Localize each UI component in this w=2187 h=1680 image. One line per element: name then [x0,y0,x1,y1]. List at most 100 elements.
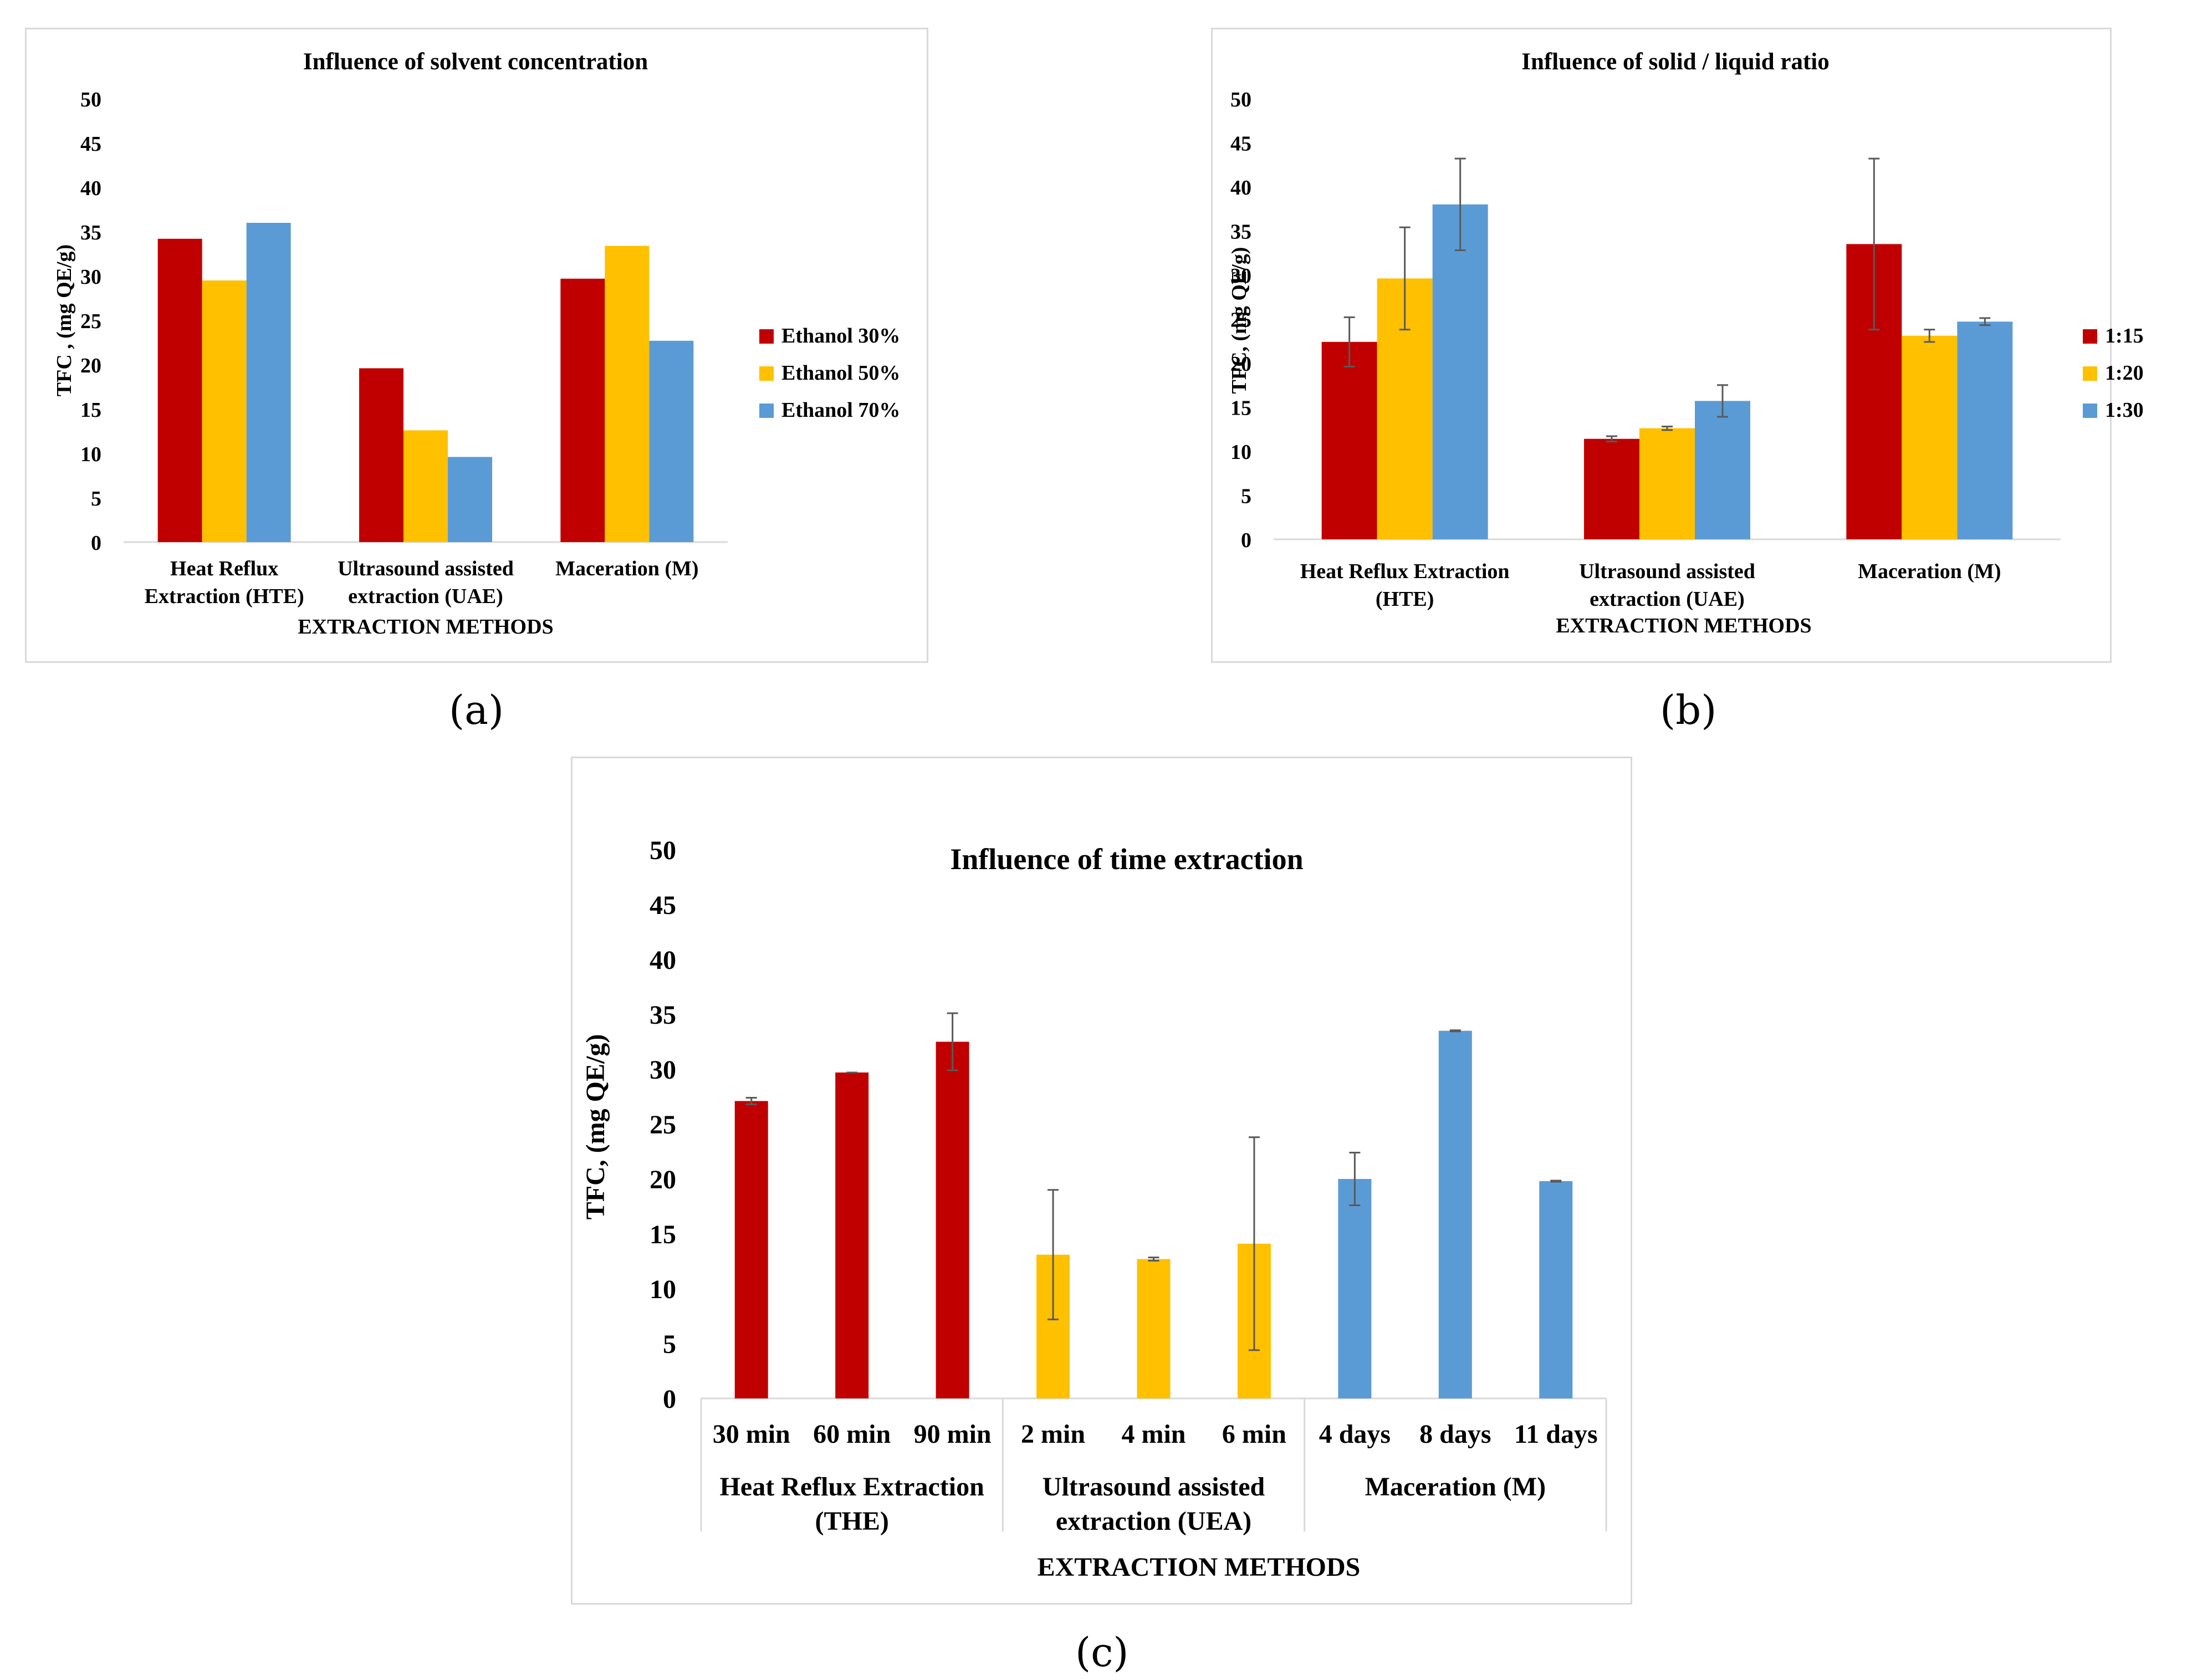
y-tick-label: 50 [650,836,676,865]
x-tick-label: 4 days [1319,1419,1391,1449]
legend-swatch [2083,329,2097,344]
y-tick-label: 10 [650,1275,676,1304]
x-tick-label: 11 days [1514,1419,1598,1449]
x-category-label: Maceration (M) [1858,560,2001,583]
y-tick-label: 10 [1230,441,1251,464]
bar-Ethanol 30% [157,238,202,542]
bar-1:20 [1639,428,1695,539]
x-axis-label: EXTRACTION METHODS [1556,614,1811,637]
legend-label: 1:30 [2105,399,2144,422]
y-axis-label: TFC, (mg QE/g) [1228,247,1251,394]
y-axis-label: TFC, (mg QE/g) [581,1034,610,1220]
legend-label: Ethanol 70% [781,399,900,422]
caption-a-letter: a [464,687,489,733]
y-tick-label: 20 [650,1165,676,1194]
y-tick-label: 30 [650,1055,676,1085]
x-tick-label: 30 min [713,1419,790,1449]
x-axis-label: EXTRACTION METHODS [298,615,553,639]
bar-4-min [1137,1259,1171,1398]
bar-Ethanol 50% [605,246,650,543]
chart-panel-a: Influence of solvent concentration 0 5 10 15… [25,28,928,663]
bar-Ethanol 70% [649,340,694,542]
bar-11-days [1539,1181,1573,1398]
x-category-label: Ultrasound assisted [1579,560,1755,583]
x-tick-label: 4 min [1121,1419,1186,1449]
bar-1:15 [1321,341,1377,539]
x-group-label: Maceration (M) [1365,1472,1546,1502]
x-category-label: Heat Reflux Extraction [1300,560,1510,583]
bar-30-min [734,1101,768,1398]
x-category-label: extraction (UAE) [348,585,503,608]
chart-panel-b: Influence of solid / liquid ratio 0 5 10 15 2… [1211,28,2144,663]
chart-panel-c: Influence of time extraction 0 5 10 15 20 25 30… [571,757,1632,1605]
y-tick-label: 25 [80,310,101,333]
x-category-label: extraction (UAE) [1590,588,1745,611]
bar-1:30 [1432,204,1488,539]
legend-label: 1:20 [2105,361,2144,385]
x-group-label: (THE) [815,1507,888,1536]
legend-swatch [759,366,774,381]
legend-label: Ethanol 30% [781,324,900,348]
y-tick-label: 40 [80,177,101,200]
bar-8-days [1438,1030,1472,1398]
bar-Ethanol 30% [359,368,403,542]
y-tick-label: 15 [1230,397,1251,420]
bar-Ethanol 30% [560,278,605,542]
bar-1:15 [1584,438,1639,539]
caption-b: (b) [1660,687,1717,733]
x-tick-label: 2 min [1021,1419,1085,1449]
chart-title: Influence of solid / liquid ratio [1521,49,1830,75]
bar-Ethanol 70% [448,457,492,542]
chart-c-svg: Influence of time extraction 0 5 10 15 20 25 30… [581,836,1607,1582]
legend-swatch [2083,404,2097,418]
bar-60-min [835,1072,869,1398]
x-category-label: Ultrasound assisted [338,557,514,580]
y-tick-label: 20 [1230,353,1251,376]
y-tick-label: 15 [650,1220,676,1249]
y-tick-label: 5 [1241,485,1251,508]
y-tick-label: 15 [80,399,101,422]
bar-1:30 [1695,401,1750,539]
bar-Ethanol 70% [246,223,291,542]
y-tick-label: 5 [91,487,101,510]
x-group-label: extraction (UEA) [1056,1507,1251,1536]
y-tick-label: 0 [663,1385,676,1414]
x-category-label: Maceration (M) [555,557,699,580]
y-tick-label: 45 [1230,132,1251,156]
legend-swatch [2083,366,2097,381]
bar-1:20 [1902,335,1958,539]
legend-swatch [759,404,774,418]
x-group-label: Ultrasound assisted [1043,1472,1265,1502]
x-tick-label: 60 min [813,1419,891,1449]
bar-Ethanol 50% [403,430,448,542]
y-tick-label: 35 [1230,221,1251,244]
x-group-label: Heat Reflux Extraction [720,1472,984,1502]
y-tick-label: 45 [80,132,101,156]
y-tick-label: 0 [91,532,101,555]
y-tick-label: 50 [1230,88,1251,111]
bar-1:30 [1957,321,2013,539]
y-tick-label: 30 [80,265,101,289]
chart-title: Influence of solvent concentration [303,49,648,75]
bar-Ethanol 50% [202,280,247,542]
y-tick-label: 10 [80,443,101,466]
bar-4-days [1338,1179,1372,1398]
y-tick-label: 50 [80,88,101,111]
y-tick-label: 35 [80,221,101,244]
caption-c-letter: c [1091,1629,1113,1676]
y-tick-label: 25 [1230,309,1251,332]
x-tick-label: 8 days [1419,1419,1491,1449]
x-category-label: Extraction (HTE) [145,585,304,608]
chart-a-svg: Influence of solvent concentration 0 5 10 15… [53,49,900,639]
legend-swatch [759,329,774,344]
y-axis-label: TFC , (mg QE/g) [53,244,76,396]
y-tick-label: 45 [650,891,676,920]
caption-c: (c) [1075,1629,1129,1676]
x-tick-label: 90 min [914,1419,992,1449]
chart-title: Influence of time extraction [950,842,1303,876]
y-tick-label: 30 [1230,264,1251,288]
bar-90-min [936,1041,969,1398]
caption-b-letter: b [1675,687,1701,733]
y-tick-label: 5 [663,1330,676,1359]
y-tick-label: 20 [80,354,101,377]
